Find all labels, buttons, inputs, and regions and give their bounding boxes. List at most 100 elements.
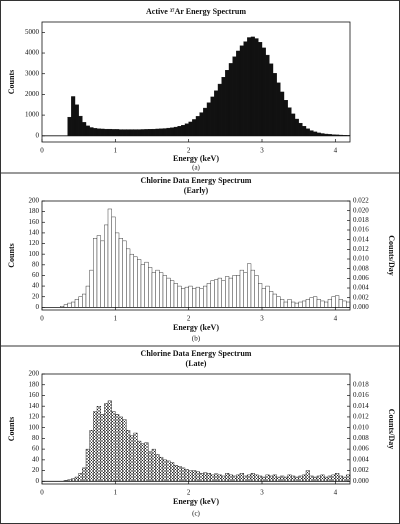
bar — [159, 128, 164, 136]
y-tick-label: 140 — [29, 229, 40, 237]
bar — [283, 476, 288, 482]
bar — [206, 473, 211, 482]
bar — [243, 41, 248, 136]
bar — [85, 125, 90, 136]
bar — [192, 119, 197, 136]
y-axis-label: Counts — [7, 417, 16, 441]
bar — [276, 476, 281, 482]
bar — [203, 107, 208, 136]
bar — [74, 476, 79, 482]
bar — [133, 129, 138, 136]
bar — [129, 129, 134, 136]
bar — [214, 279, 219, 308]
bar — [327, 475, 332, 482]
bar — [283, 301, 288, 308]
bar — [137, 129, 142, 136]
y-tick-label: 1000 — [25, 111, 40, 119]
y2-tick-label: 0.016 — [353, 226, 369, 234]
y-tick-label: 100 — [29, 250, 40, 258]
x-tick-label: 3 — [260, 489, 264, 497]
y-tick-label: 160 — [29, 218, 40, 226]
bar — [291, 475, 296, 482]
bar — [74, 299, 79, 308]
y2-tick-label: 0.000 — [353, 477, 369, 485]
y2-tick-label: 0.002 — [353, 466, 369, 474]
bar — [239, 45, 244, 136]
bar — [181, 125, 186, 136]
bar — [243, 475, 248, 482]
bar — [151, 272, 156, 308]
y2-tick-label: 0.010 — [353, 255, 369, 263]
bar — [287, 107, 292, 136]
y2-tick-label: 0.008 — [353, 434, 369, 442]
bar — [96, 235, 101, 308]
y2-axis-label: Counts/Day — [387, 409, 396, 449]
bar — [126, 430, 131, 482]
x-tick-label: 2 — [187, 315, 191, 323]
bar — [166, 277, 171, 308]
chart-title: Chlorine Data Energy Spectrum — [141, 349, 252, 358]
x-tick-label: 0 — [40, 315, 44, 323]
bar — [298, 301, 303, 308]
bar — [324, 301, 329, 308]
bar — [170, 462, 175, 482]
bar — [228, 474, 233, 482]
bar — [298, 475, 303, 482]
bar — [206, 102, 211, 136]
x-tick-label: 0 — [40, 489, 44, 497]
bar — [291, 113, 296, 136]
bar — [214, 473, 219, 482]
bar — [276, 296, 281, 308]
caption: (b) — [192, 335, 201, 343]
bar — [272, 474, 277, 482]
bar — [316, 299, 321, 308]
bar — [140, 129, 145, 136]
bar — [309, 297, 314, 308]
y-tick-label: 60 — [32, 271, 40, 279]
y2-axis-label: Counts/Day — [387, 235, 396, 275]
bar — [122, 419, 127, 482]
bar — [71, 301, 76, 308]
bar — [335, 473, 340, 482]
bar — [283, 100, 288, 136]
caption: (a) — [192, 164, 200, 172]
bar — [254, 275, 259, 308]
bar — [170, 127, 175, 136]
bar — [162, 459, 167, 482]
bar — [111, 216, 116, 308]
bar — [225, 276, 230, 308]
bar — [217, 474, 222, 482]
bar — [184, 469, 189, 482]
bar — [177, 466, 182, 482]
bar — [331, 474, 336, 482]
bar — [327, 299, 332, 308]
bar — [144, 261, 149, 308]
y2-tick-label: 0.006 — [353, 274, 369, 282]
bar — [236, 275, 241, 308]
bar — [184, 123, 189, 136]
bar — [206, 283, 211, 308]
y2-tick-label: 0.012 — [353, 413, 369, 421]
y-tick-label: 60 — [32, 445, 40, 453]
bar — [104, 403, 109, 482]
y2-tick-label: 0.008 — [353, 264, 369, 272]
bar — [313, 476, 318, 482]
bar — [82, 122, 87, 136]
bar — [148, 129, 153, 136]
bar — [276, 82, 281, 136]
y2-tick-label: 0.002 — [353, 293, 369, 301]
bar — [225, 473, 230, 482]
bar — [170, 280, 175, 308]
bar — [302, 474, 307, 482]
bar — [129, 435, 134, 482]
bar — [104, 224, 109, 308]
bar — [195, 286, 200, 308]
y2-tick-label: 0.004 — [353, 455, 369, 463]
bar — [313, 296, 318, 308]
bar — [313, 131, 318, 136]
bar — [305, 470, 310, 482]
chart-title: Active ³⁷Ar Energy Spectrum — [146, 7, 246, 16]
bar — [265, 474, 270, 482]
